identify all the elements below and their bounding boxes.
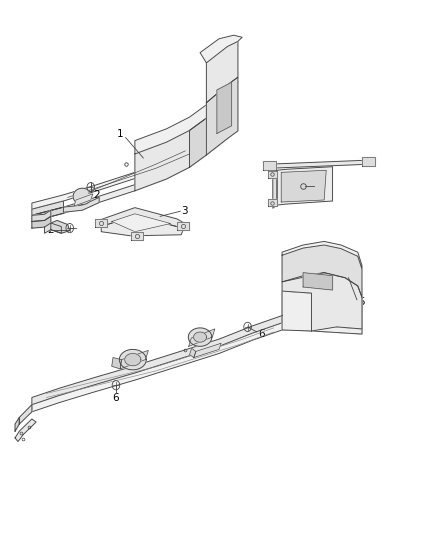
Polygon shape [268, 171, 277, 178]
Polygon shape [135, 93, 227, 154]
Polygon shape [120, 350, 146, 370]
Polygon shape [73, 188, 88, 205]
Polygon shape [32, 161, 190, 222]
Polygon shape [269, 160, 371, 168]
Polygon shape [95, 219, 107, 227]
Polygon shape [32, 149, 190, 209]
Polygon shape [15, 417, 19, 431]
Polygon shape [194, 332, 207, 342]
Text: 6: 6 [258, 329, 265, 339]
Polygon shape [282, 273, 362, 331]
Polygon shape [32, 316, 282, 405]
Polygon shape [135, 118, 206, 191]
Polygon shape [32, 201, 64, 215]
Polygon shape [131, 232, 143, 240]
Polygon shape [188, 328, 212, 346]
Polygon shape [74, 194, 93, 206]
Polygon shape [217, 82, 232, 133]
Polygon shape [15, 419, 36, 441]
Polygon shape [194, 343, 221, 358]
Polygon shape [337, 296, 362, 329]
Polygon shape [190, 104, 227, 167]
Text: 2: 2 [48, 224, 54, 235]
Polygon shape [45, 223, 61, 233]
Text: 3: 3 [181, 206, 188, 216]
Polygon shape [190, 349, 196, 358]
Polygon shape [125, 353, 141, 366]
Polygon shape [206, 77, 238, 155]
Polygon shape [303, 273, 332, 290]
Polygon shape [32, 210, 51, 222]
Polygon shape [189, 329, 215, 346]
Polygon shape [277, 167, 332, 205]
Polygon shape [282, 245, 362, 297]
Polygon shape [32, 323, 362, 412]
Polygon shape [101, 208, 183, 230]
Text: 6: 6 [113, 393, 119, 403]
Text: 2: 2 [93, 190, 99, 200]
Polygon shape [263, 161, 276, 170]
Polygon shape [282, 291, 362, 334]
Text: 5: 5 [358, 297, 364, 308]
Polygon shape [200, 35, 242, 63]
Polygon shape [120, 350, 148, 369]
Polygon shape [19, 405, 32, 424]
Polygon shape [112, 214, 171, 232]
Polygon shape [282, 241, 362, 269]
Polygon shape [281, 171, 326, 202]
Polygon shape [206, 42, 238, 103]
Polygon shape [177, 222, 189, 230]
Polygon shape [273, 171, 277, 208]
Polygon shape [64, 197, 99, 212]
Polygon shape [51, 221, 70, 233]
Text: 4: 4 [315, 182, 321, 192]
Polygon shape [361, 157, 375, 166]
Polygon shape [32, 216, 51, 228]
Polygon shape [112, 358, 121, 369]
Polygon shape [268, 199, 277, 206]
Polygon shape [282, 291, 362, 327]
Polygon shape [101, 215, 183, 236]
Polygon shape [32, 207, 64, 222]
Text: 1: 1 [117, 130, 124, 140]
